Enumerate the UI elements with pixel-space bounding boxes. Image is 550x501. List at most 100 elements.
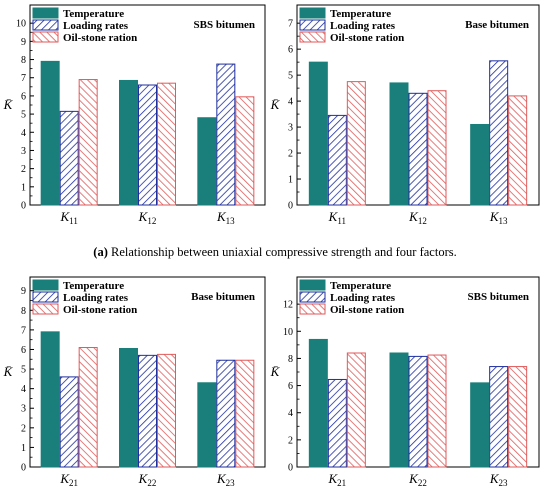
bar-temperature: [308, 338, 328, 468]
bar-temperature: [470, 382, 490, 468]
y-tick-label: 4: [288, 408, 293, 419]
bar-loading-rates: [59, 376, 79, 468]
legend-swatch-oil-stone-ration: [299, 303, 326, 315]
legend-swatch-oil-stone-ration: [299, 31, 326, 43]
bar-oil-stone-ration: [427, 90, 447, 206]
bar-loading-rates: [216, 359, 236, 468]
bar-temperature: [389, 352, 409, 468]
legend-swatch-loading-rates: [299, 291, 326, 303]
bar-temperature: [197, 117, 217, 206]
x-tick-label: K11: [328, 209, 346, 226]
bar-oil-stone-ration: [508, 366, 528, 468]
y-tick-label: 2: [21, 423, 26, 434]
x-tick-label: K12: [138, 209, 157, 226]
legend-label-oil-stone-ration: Oil-stone ration: [63, 32, 137, 44]
bar-loading-rates: [138, 354, 157, 468]
y-tick-label: 7: [21, 73, 26, 84]
legend-label-temperature: Temperature: [63, 8, 124, 20]
chart-title: SBS bitumen: [194, 19, 255, 31]
y-tick-label: 3: [288, 123, 293, 134]
bar-oil-stone-ration: [427, 354, 447, 468]
y-tick-label: 0: [288, 463, 293, 474]
y-tick-label: 2: [288, 149, 293, 160]
y-tick-label: 2: [288, 435, 293, 446]
caption-a: (a) Relationship between uniaxial compre…: [0, 245, 550, 260]
bar-loading-rates: [59, 110, 79, 206]
chart-panel-3: 0 1 2 3 4 5 6 7 8 9 K̄ K21 K22 K23 Base bitumen Tempera…: [3, 276, 266, 488]
legend-label-oil-stone-ration: Oil-stone ration: [330, 304, 404, 316]
bar-loading-rates: [489, 366, 509, 468]
y-axis-label: K̄: [270, 97, 281, 112]
bar-loading-rates: [408, 92, 428, 206]
y-tick-label: 0: [21, 463, 26, 474]
legend-label-temperature: Temperature: [63, 280, 124, 292]
y-tick-label: 1: [288, 175, 293, 186]
legend-swatch-temperature: [299, 7, 326, 19]
bar-oil-stone-ration: [78, 79, 98, 206]
y-tick-label: 7: [288, 19, 293, 30]
y-axis-label: K̄: [3, 364, 14, 379]
y-tick-label: 4: [21, 384, 26, 395]
x-tick-label: K13: [489, 209, 508, 226]
x-tick-label: K21: [327, 471, 346, 488]
legend-label-temperature: Temperature: [330, 280, 391, 292]
chart-title: Base bitumen: [465, 19, 529, 31]
x-tick-label: K21: [59, 471, 78, 488]
y-tick-label: 6: [21, 91, 26, 102]
legend-label-oil-stone-ration: Oil-stone ration: [330, 32, 404, 44]
bar-oil-stone-ration: [346, 81, 366, 206]
legend-label-loading-rates: Loading rates: [330, 20, 396, 32]
legend-label-temperature: Temperature: [330, 8, 391, 20]
y-tick-label: 7: [21, 325, 26, 336]
y-tick-label: 8: [21, 55, 26, 66]
y-tick-label: 2: [21, 164, 26, 175]
bar-oil-stone-ration: [508, 95, 528, 206]
bar-loading-rates: [489, 60, 509, 206]
bar-temperature: [470, 123, 490, 206]
y-tick-label: 6: [288, 381, 293, 392]
y-tick-label: 4: [288, 97, 293, 108]
bar-temperature: [40, 331, 60, 468]
bar-loading-rates: [327, 378, 347, 468]
y-tick-label: 5: [21, 365, 26, 376]
legend-label-loading-rates: Loading rates: [63, 292, 129, 304]
y-tick-label: 5: [21, 110, 26, 121]
legend-swatch-temperature: [32, 279, 59, 291]
y-tick-label: 10: [16, 19, 26, 30]
y-tick-label: 1: [21, 443, 26, 454]
chart-title: Base bitumen: [191, 291, 255, 303]
y-tick-label: 0: [288, 201, 293, 212]
bar-temperature: [197, 382, 217, 468]
x-tick-label: K23: [216, 471, 235, 488]
bar-oil-stone-ration: [346, 352, 366, 468]
y-axis-label: K̄: [3, 97, 14, 112]
legend-swatch-loading-rates: [32, 19, 59, 31]
y-axis-label: K̄: [270, 364, 281, 379]
bar-oil-stone-ration: [235, 96, 255, 206]
x-tick-label: K22: [408, 471, 427, 488]
chart-panel-2: 0 1 2 3 4 5 6 7 K̄ K11 K12 K13 Base bitumen Temperatu…: [270, 4, 540, 226]
x-tick-label: K23: [489, 471, 508, 488]
bar-temperature: [119, 79, 138, 206]
y-tick-label: 5: [288, 71, 293, 82]
y-tick-label: 3: [21, 404, 26, 415]
chart-panel-1: 0 1 2 3 4 5 6 7 8 9 10 K̄ K11 K12 K13 SBS bitumen Temper…: [3, 4, 266, 226]
y-tick-label: 9: [21, 286, 26, 297]
bar-oil-stone-ration: [78, 347, 98, 468]
bar-temperature: [40, 60, 60, 206]
caption-a-text: Relationship between uniaxial compressiv…: [107, 245, 457, 259]
y-tick-label: 3: [21, 146, 26, 157]
bar-temperature: [119, 347, 138, 468]
x-tick-label: K22: [138, 471, 157, 488]
y-tick-label: 6: [288, 45, 293, 56]
bar-temperature: [389, 82, 409, 206]
y-tick-label: 10: [283, 327, 293, 338]
chart-panel-4: 0 2 4 6 8 10 12 K̄ K21 K22 K23 SBS bitumen Temperatu…: [270, 276, 540, 488]
bar-loading-rates: [138, 84, 157, 206]
x-tick-label: K12: [408, 209, 427, 226]
x-tick-label: K11: [59, 209, 77, 226]
x-tick-label: K13: [216, 209, 235, 226]
y-tick-label: 8: [21, 306, 26, 317]
y-tick-label: 1: [21, 182, 26, 193]
